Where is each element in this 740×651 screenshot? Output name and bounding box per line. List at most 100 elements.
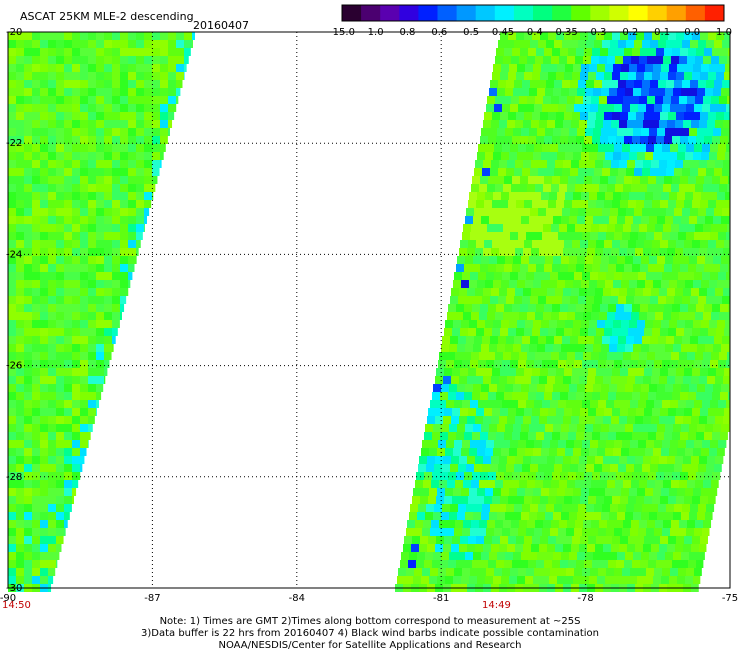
swath-cell	[112, 336, 116, 344]
swath-cell	[48, 392, 56, 400]
swath-cell	[32, 216, 40, 224]
swath-cell	[609, 552, 617, 560]
swath-cell	[637, 280, 645, 288]
swath-cell	[64, 168, 72, 176]
swath-cell	[56, 128, 64, 136]
swath-cell	[32, 432, 40, 440]
swath-cell	[673, 128, 681, 136]
swath-cell	[24, 104, 32, 112]
swath-cell	[40, 472, 48, 480]
swath-cell	[628, 112, 636, 120]
swath-cell	[487, 520, 495, 528]
swath-cell	[558, 232, 566, 240]
swath-cell	[48, 216, 56, 224]
swath-cell	[88, 72, 96, 80]
swath-cell	[695, 184, 703, 192]
swath-cell	[486, 232, 494, 240]
swath-cell	[484, 240, 492, 248]
swath-cell	[601, 552, 609, 560]
swath-cell	[576, 48, 584, 56]
swath-cell	[24, 448, 32, 456]
swath-cell	[631, 520, 639, 528]
swath-cell	[8, 64, 16, 72]
swath-cell	[40, 360, 48, 368]
swath-cell	[432, 472, 440, 480]
swath-cell	[136, 120, 144, 128]
swath-cell	[496, 472, 504, 480]
swath-cell	[128, 80, 136, 88]
swath-cell	[160, 160, 162, 168]
swath-cell	[120, 240, 128, 248]
swath-cell	[615, 184, 623, 192]
swath-cell	[96, 240, 104, 248]
swath-cell	[128, 168, 136, 176]
swath-cell	[661, 488, 669, 496]
swath-cell	[477, 488, 485, 496]
swath-cell	[531, 376, 539, 384]
swath-cell	[128, 144, 136, 152]
swath-cell	[687, 184, 695, 192]
swath-cell	[710, 400, 718, 408]
swath-cell	[520, 392, 528, 400]
swath-cell	[699, 416, 707, 424]
swath-cell	[443, 416, 451, 424]
swath-cell	[669, 576, 677, 584]
swath-cell	[526, 400, 534, 408]
swath-cell	[8, 48, 16, 56]
swath-cell	[666, 336, 674, 344]
swath-cell	[670, 568, 678, 576]
swath-cell	[40, 296, 48, 304]
swath-cell	[447, 352, 455, 360]
swath-cell	[636, 200, 644, 208]
swath-cell	[625, 512, 633, 520]
swath-cell	[624, 432, 632, 440]
swath-cell	[452, 368, 460, 376]
swath-cell	[476, 240, 484, 248]
swath-cell	[630, 144, 638, 152]
swath-cell	[558, 272, 566, 280]
swath-cell	[689, 512, 697, 520]
swath-cell	[680, 392, 688, 400]
swath-cell	[708, 200, 716, 208]
swath-cell	[648, 48, 656, 56]
swath-cell	[541, 576, 549, 584]
swath-cell	[48, 184, 56, 192]
swath-cell	[705, 256, 713, 264]
swath-cell	[16, 536, 24, 544]
swath-cell	[641, 128, 649, 136]
swath-cell	[622, 440, 630, 448]
swath-cell	[486, 104, 494, 112]
swath-cell	[72, 496, 74, 504]
swath-cell	[552, 472, 560, 480]
swath-cell	[430, 528, 438, 536]
swath-cell	[645, 488, 653, 496]
swath-cell	[632, 432, 640, 440]
swath-cell	[128, 256, 136, 264]
swath-cell	[510, 232, 518, 240]
swath-cell	[458, 296, 466, 304]
swath-cell	[642, 80, 650, 88]
swath-cell	[48, 344, 56, 352]
swath-cell	[661, 448, 669, 456]
swath-cell	[168, 40, 176, 48]
colorbar-label: -0.1	[651, 27, 671, 38]
swath-cell	[104, 376, 105, 384]
swath-cell	[534, 360, 542, 368]
swath-cell	[493, 152, 501, 160]
swath-cell	[64, 128, 72, 136]
swath-cell	[687, 96, 695, 104]
swath-cell	[566, 400, 574, 408]
swath-cell	[40, 552, 48, 560]
swath-cell	[528, 392, 536, 400]
swath-cell	[104, 320, 112, 328]
swath-cell	[32, 280, 40, 288]
swath-cell	[708, 496, 716, 504]
swath-cell	[622, 232, 630, 240]
swath-cell	[544, 264, 552, 272]
swath-cell	[708, 240, 716, 248]
swath-cell	[112, 112, 120, 120]
swath-cell	[531, 288, 539, 296]
swath-cell	[550, 568, 558, 576]
swath-cell	[718, 232, 726, 240]
swath-cell	[64, 144, 72, 152]
